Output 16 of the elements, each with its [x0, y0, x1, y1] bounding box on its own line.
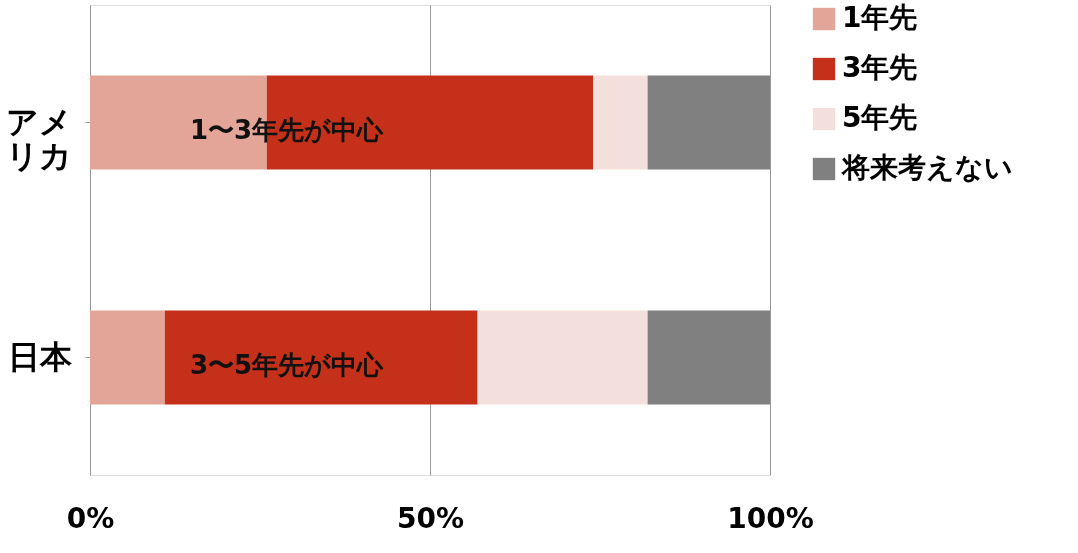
- legend-label: 3年先: [842, 51, 918, 84]
- bar: [593, 75, 648, 170]
- legend-label: 1年先: [842, 1, 918, 34]
- bar: [647, 310, 770, 405]
- legend-label: 将来考えない: [840, 151, 1013, 184]
- y-tick-label: アメリカ: [5, 102, 72, 175]
- bar: [647, 75, 770, 170]
- x-tick-label: 0%: [66, 501, 115, 535]
- legend-label: 5年先: [842, 101, 918, 134]
- bar: [164, 310, 478, 405]
- x-tick-label: 50%: [396, 501, 465, 535]
- bar: [477, 310, 648, 405]
- y-tick-label: 日本: [7, 337, 73, 376]
- bar: [90, 310, 165, 405]
- annotation: 3〜5年先が中心: [190, 349, 385, 380]
- x-tick-label: 100%: [727, 501, 814, 535]
